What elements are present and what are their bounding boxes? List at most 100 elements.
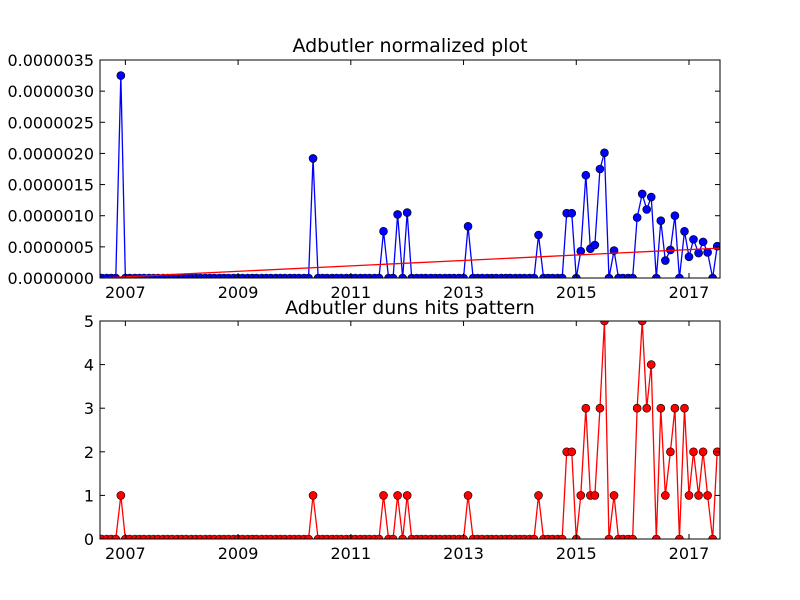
y-tick-label: 5 <box>84 312 94 331</box>
data-point <box>628 534 637 539</box>
y-tick-label: 1 <box>84 486 94 505</box>
data-point <box>308 154 318 163</box>
data-point <box>398 273 407 278</box>
y-tick-label: 0.0000020 <box>7 144 94 163</box>
x-tick-label: 2009 <box>218 544 259 563</box>
data-point <box>581 403 591 413</box>
x-tick-label: 2013 <box>443 283 484 302</box>
y-tick-label: 0.0000025 <box>7 113 94 132</box>
y-tick-label: 0.0000015 <box>7 176 94 195</box>
data-point <box>652 273 661 278</box>
data-point <box>632 403 642 413</box>
data-point <box>666 447 675 457</box>
data-point <box>694 248 703 258</box>
data-point <box>604 273 614 278</box>
data-point <box>116 491 126 500</box>
data-point <box>595 164 605 174</box>
x-tick-label: 2017 <box>669 283 710 302</box>
data-point <box>684 252 694 262</box>
data-point <box>567 208 577 218</box>
data-point <box>637 189 647 199</box>
data-point <box>388 273 398 278</box>
data-point <box>595 403 605 413</box>
data-point <box>529 273 539 278</box>
chart-title: Adbutler normalized plot <box>292 35 527 57</box>
data-point <box>604 534 614 539</box>
data-point <box>698 237 708 247</box>
data-point <box>534 491 543 500</box>
x-tick-label: 2015 <box>556 544 597 563</box>
x-tick-label: 2007 <box>105 283 146 302</box>
series-line <box>101 321 718 539</box>
data-point <box>402 491 412 500</box>
data-point <box>656 403 666 413</box>
series-line <box>101 75 718 278</box>
data-point <box>632 213 642 222</box>
data-point <box>374 534 384 539</box>
data-point <box>463 222 473 231</box>
data-point <box>689 447 698 457</box>
data-point <box>393 491 402 500</box>
data-point <box>534 230 543 240</box>
data-point <box>111 534 121 539</box>
data-point <box>675 273 684 278</box>
chart-title: Adbutler duns hits pattern <box>285 297 535 319</box>
y-tick-label: 0.0000005 <box>7 238 94 257</box>
data-point <box>698 447 708 457</box>
data-point <box>684 491 694 500</box>
x-tick-label: 2013 <box>443 544 484 563</box>
data-point <box>703 248 712 257</box>
data-point <box>675 534 684 539</box>
data-point <box>680 226 689 236</box>
x-tick-label: 2011 <box>330 283 371 302</box>
data-point <box>708 534 717 539</box>
data-point <box>637 321 647 326</box>
data-point <box>557 273 567 278</box>
y-tick-label: 4 <box>84 356 94 375</box>
y-tick-label: 0.0000010 <box>7 207 94 226</box>
x-tick-label: 2011 <box>330 544 371 563</box>
data-point <box>116 71 126 80</box>
data-point <box>581 170 591 180</box>
data-point <box>576 491 586 500</box>
axes-frame <box>99 59 721 279</box>
x-tick-label: 2015 <box>556 283 597 302</box>
data-point <box>600 148 609 158</box>
data-point <box>393 210 402 219</box>
data-point <box>529 534 539 539</box>
trend-line <box>100 247 720 278</box>
data-point <box>680 403 689 413</box>
data-point <box>463 491 473 500</box>
data-point <box>567 447 577 457</box>
y-tick-label: 3 <box>84 399 94 418</box>
x-tick-label: 2007 <box>105 544 146 563</box>
data-point <box>374 273 384 278</box>
data-point <box>388 534 398 539</box>
data-point <box>628 273 637 278</box>
data-point <box>402 208 412 217</box>
data-point <box>689 235 698 244</box>
data-point <box>708 273 717 278</box>
data-point <box>576 246 586 256</box>
data-point <box>670 211 680 221</box>
data-point <box>379 491 388 500</box>
hits-pattern-panel: Adbutler duns hits pattern 2007 2009 2011 2… <box>84 297 721 563</box>
data-point <box>703 491 712 500</box>
data-point <box>656 216 666 225</box>
data-point <box>652 534 661 539</box>
data-point <box>661 256 670 265</box>
data-point <box>642 403 652 413</box>
plot-area <box>100 71 720 278</box>
data-point <box>304 534 313 539</box>
data-point <box>590 240 600 250</box>
data-point <box>661 491 670 500</box>
y-tick-label: 2 <box>84 443 94 462</box>
data-point <box>590 491 600 500</box>
axes-frame <box>99 320 721 540</box>
data-point <box>642 205 652 214</box>
data-point <box>379 226 388 236</box>
x-tick-label: 2009 <box>218 283 259 302</box>
data-point <box>308 491 318 500</box>
y-tick-label: 0 <box>84 530 94 549</box>
data-point <box>304 273 313 278</box>
